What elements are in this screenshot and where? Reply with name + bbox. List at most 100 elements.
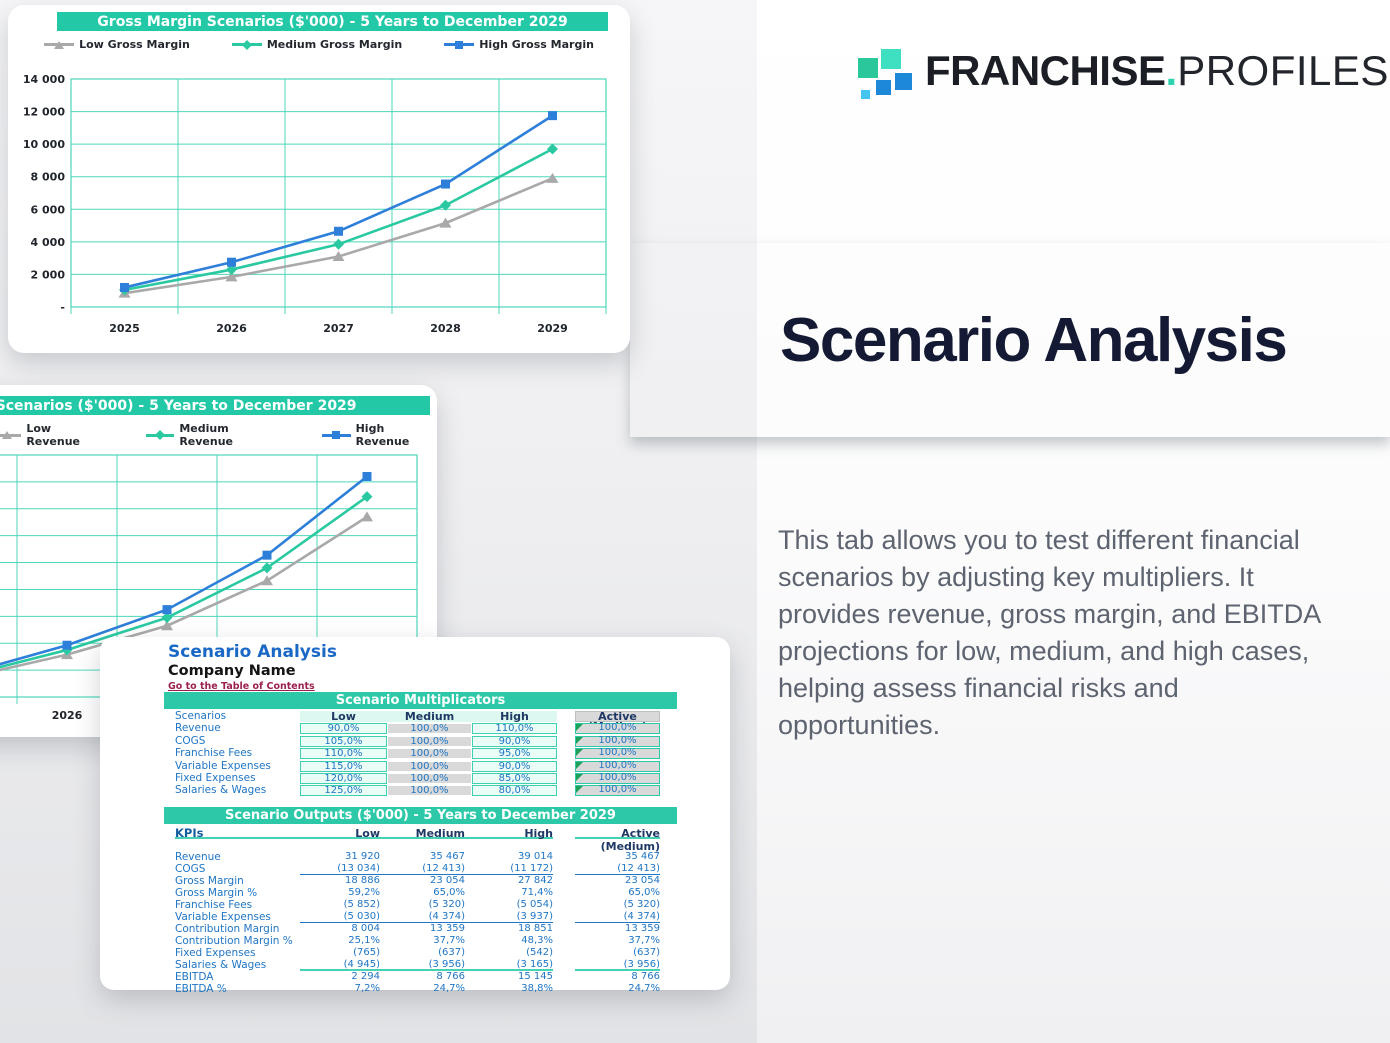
output-row-label: COGS: [175, 863, 206, 875]
multiplicator-cell-low[interactable]: 125,0%: [300, 785, 387, 797]
output-row-label: Fixed Expenses: [175, 947, 256, 959]
column-header-low: Low: [300, 711, 387, 723]
multiplicator-row-label: Revenue: [175, 722, 221, 735]
spacer: [557, 723, 575, 734]
scenario-sheet-card: Scenario Analysis Company Name Go to the…: [100, 637, 730, 995]
output-cell-active: (5 320): [623, 899, 660, 910]
multiplicator-cell-medium[interactable]: 100,0%: [387, 785, 472, 797]
logo-wordmark: FRANCHISE.PROFILES: [925, 47, 1389, 95]
legend-label: Low Gross Margin: [79, 38, 190, 51]
spacer: [553, 887, 575, 899]
output-cell-medium: (3 956): [380, 959, 465, 971]
multiplicator-cell-low[interactable]: 120,0%: [300, 772, 387, 784]
output-row-label: Contribution Margin %: [175, 935, 293, 947]
table-of-contents-link[interactable]: Go to the Table of Contents: [168, 681, 315, 692]
output-cell-high: 71,4%: [521, 887, 553, 898]
output-cell-medium: (5 320): [428, 899, 465, 910]
multiplicator-cell-medium[interactable]: 100,0%: [387, 723, 472, 735]
column-header-active: Active (Medium): [575, 711, 660, 732]
multiplicator-cell-high[interactable]: 80,0%: [472, 785, 557, 797]
output-row-label: Gross Margin %: [175, 887, 258, 899]
spacer: [553, 899, 575, 911]
dropdown-corner-icon: [576, 749, 583, 757]
spacer: [300, 839, 380, 851]
spacer: [557, 748, 575, 759]
spacer: [553, 827, 575, 839]
legend-item: Low Gross Margin: [44, 38, 190, 51]
output-row-label: Variable Expenses: [175, 911, 271, 923]
multiplicators-band: Scenario Multiplicators: [164, 692, 677, 709]
spacer: [557, 761, 575, 772]
diamond-marker-icon: [231, 39, 262, 50]
output-cell-low: (5 030): [300, 911, 380, 923]
svg-text:12 000: 12 000: [23, 106, 65, 119]
multiplicator-cell-high[interactable]: 85,0%: [472, 772, 557, 784]
output-column-medium: Medium: [380, 827, 465, 840]
svg-text:2025: 2025: [109, 322, 140, 335]
output-cell-high: (11 172): [465, 863, 553, 875]
company-name: Company Name: [168, 663, 296, 679]
spacer: [465, 839, 553, 851]
output-column-high: High: [465, 827, 553, 840]
outputs-band-title: Scenario Outputs ($'000) - 5 Years to De…: [225, 808, 616, 823]
spacer: [553, 971, 575, 983]
legend-label: Medium Revenue: [179, 422, 234, 448]
output-cell-low: 25,1%: [348, 935, 380, 946]
multiplicator-cell-active[interactable]: 100,0%: [575, 723, 660, 735]
spacer: [553, 875, 575, 887]
output-cell-active: (12 413): [575, 863, 660, 875]
chart-title: Revenue Scenarios ($'000) - 5 Years to D…: [0, 397, 357, 414]
multiplicator-cell-active[interactable]: 100,0%: [575, 785, 660, 797]
multiplicator-cell-low[interactable]: 115,0%: [300, 760, 387, 772]
multiplicator-cell-medium[interactable]: 100,0%: [387, 760, 472, 772]
multiplicator-cell-high[interactable]: 110,0%: [472, 723, 557, 735]
output-cell-active: 65,0%: [628, 887, 660, 898]
output-cell-low: 31 920: [345, 851, 380, 862]
output-cell-high: 39 014: [518, 851, 553, 862]
logo-square-blue-right: [895, 73, 912, 90]
multiplicator-row-label: Salaries & Wages: [175, 784, 267, 797]
multiplicator-cell-low[interactable]: 105,0%: [300, 735, 387, 747]
svg-text:4 000: 4 000: [31, 236, 66, 249]
multiplicator-cell-active[interactable]: 100,0%: [575, 760, 660, 772]
logo-word-profiles: PROFILES: [1177, 47, 1389, 94]
multiplicator-cell-low[interactable]: 90,0%: [300, 723, 387, 735]
spacer: [557, 736, 575, 747]
multiplicator-cell-high[interactable]: 95,0%: [472, 748, 557, 760]
multiplicator-cell-active[interactable]: 100,0%: [575, 735, 660, 747]
legend-item: High Revenue: [322, 422, 437, 448]
background-right: [757, 0, 1390, 1043]
output-cell-high: 15 145: [518, 971, 553, 982]
dropdown-corner-icon: [576, 773, 583, 781]
output-cell-high: (3 165): [465, 959, 553, 971]
dropdown-corner-icon: [576, 724, 583, 732]
output-cell-low: 18 886: [345, 875, 380, 886]
output-cell-medium: 35 467: [430, 851, 465, 862]
multiplicator-cell-high[interactable]: 90,0%: [472, 735, 557, 747]
output-cell-medium: (12 413): [380, 863, 465, 875]
multiplicator-cell-low[interactable]: 110,0%: [300, 748, 387, 760]
output-row-label: Contribution Margin: [175, 923, 280, 935]
spacer: [380, 839, 465, 851]
multiplicator-cell-active[interactable]: 100,0%: [575, 772, 660, 784]
square-marker-icon: [322, 431, 351, 439]
multiplicator-cell-medium[interactable]: 100,0%: [387, 772, 472, 784]
output-cell-low: 7,2%: [354, 983, 380, 994]
spacer: [575, 839, 660, 851]
output-cell-active: 8 766: [631, 971, 660, 982]
multiplicator-cell-medium[interactable]: 100,0%: [387, 748, 472, 760]
output-cell-high: (542): [526, 947, 553, 958]
multiplicator-cell-active[interactable]: 100,0%: [575, 748, 660, 760]
multiplicator-cell-medium[interactable]: 100,0%: [387, 735, 472, 747]
multiplicator-cell-high[interactable]: 90,0%: [472, 760, 557, 772]
sheet-title: Scenario Analysis: [168, 642, 337, 662]
legend-item: High Gross Margin: [444, 38, 594, 51]
output-cell-high: (3 937): [465, 911, 553, 923]
logo-square-blue-mid: [876, 80, 891, 95]
legend-item: Medium Gross Margin: [231, 38, 402, 51]
column-header-high: High: [472, 711, 557, 723]
column-header-medium: Medium: [387, 711, 472, 723]
output-cell-low: 8 004: [351, 923, 380, 934]
spacer: [553, 947, 575, 959]
svg-text:-: -: [60, 301, 65, 314]
